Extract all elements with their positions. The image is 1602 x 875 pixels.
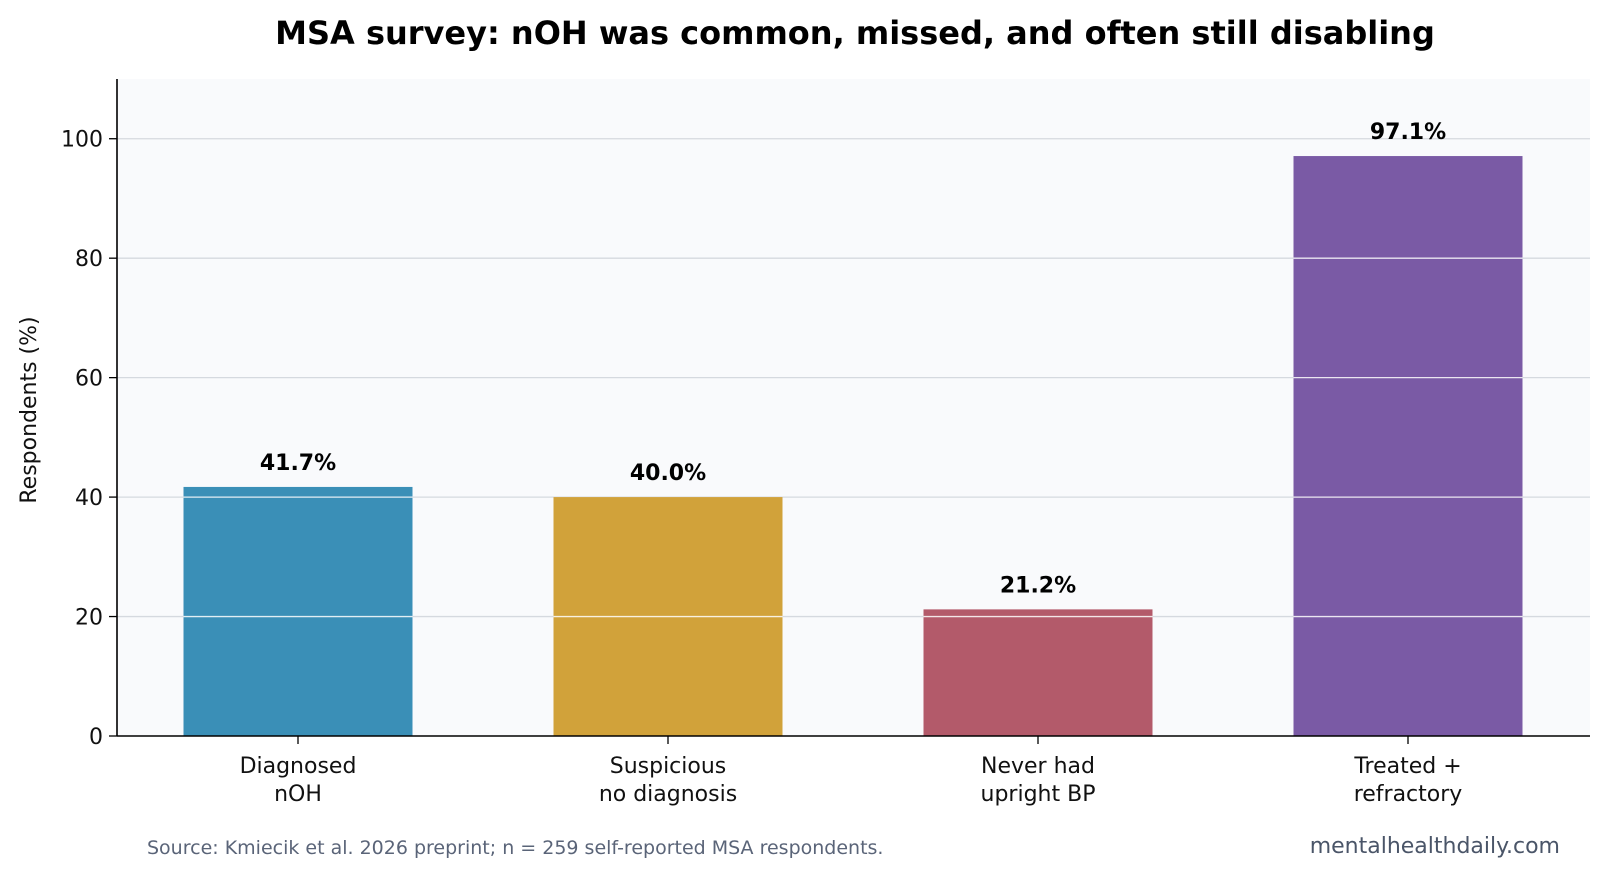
- source-note: Source: Kmiecik et al. 2026 preprint; n …: [147, 837, 884, 859]
- y-tick-label: 100: [61, 128, 103, 153]
- chart-title: MSA survey: nOH was common, missed, and …: [275, 14, 1435, 52]
- y-tick-label: 40: [75, 486, 103, 511]
- data-label: 21.2%: [1000, 573, 1076, 598]
- y-tick-label: 0: [89, 725, 103, 750]
- x-tick-label: upright BP: [981, 782, 1096, 807]
- site-credit: mentalhealthdaily.com: [1309, 834, 1560, 859]
- x-tick-label: nOH: [274, 782, 322, 807]
- data-label: 97.1%: [1370, 120, 1446, 145]
- x-tick-label: Treated +: [1353, 754, 1461, 779]
- plot-area: 41.7% Diagnosed nOH 40.0% Suspicious no diagn…: [61, 79, 1590, 807]
- x-tick-label: Suspicious: [610, 754, 727, 779]
- y-axis-label: Respondents (%): [17, 316, 42, 503]
- data-label: 40.0%: [630, 461, 706, 486]
- y-tick-label: 60: [75, 367, 103, 392]
- x-tick-label: Never had: [981, 754, 1095, 779]
- data-label: 41.7%: [260, 451, 336, 476]
- y-tick-label: 20: [75, 606, 103, 631]
- bar: [1293, 156, 1523, 736]
- x-tick-label: refractory: [1354, 782, 1463, 807]
- bar: [923, 609, 1153, 736]
- y-tick-label: 80: [75, 247, 103, 272]
- bar: [183, 486, 413, 736]
- x-tick-label: no diagnosis: [599, 782, 737, 807]
- x-tick-label: Diagnosed: [240, 754, 357, 779]
